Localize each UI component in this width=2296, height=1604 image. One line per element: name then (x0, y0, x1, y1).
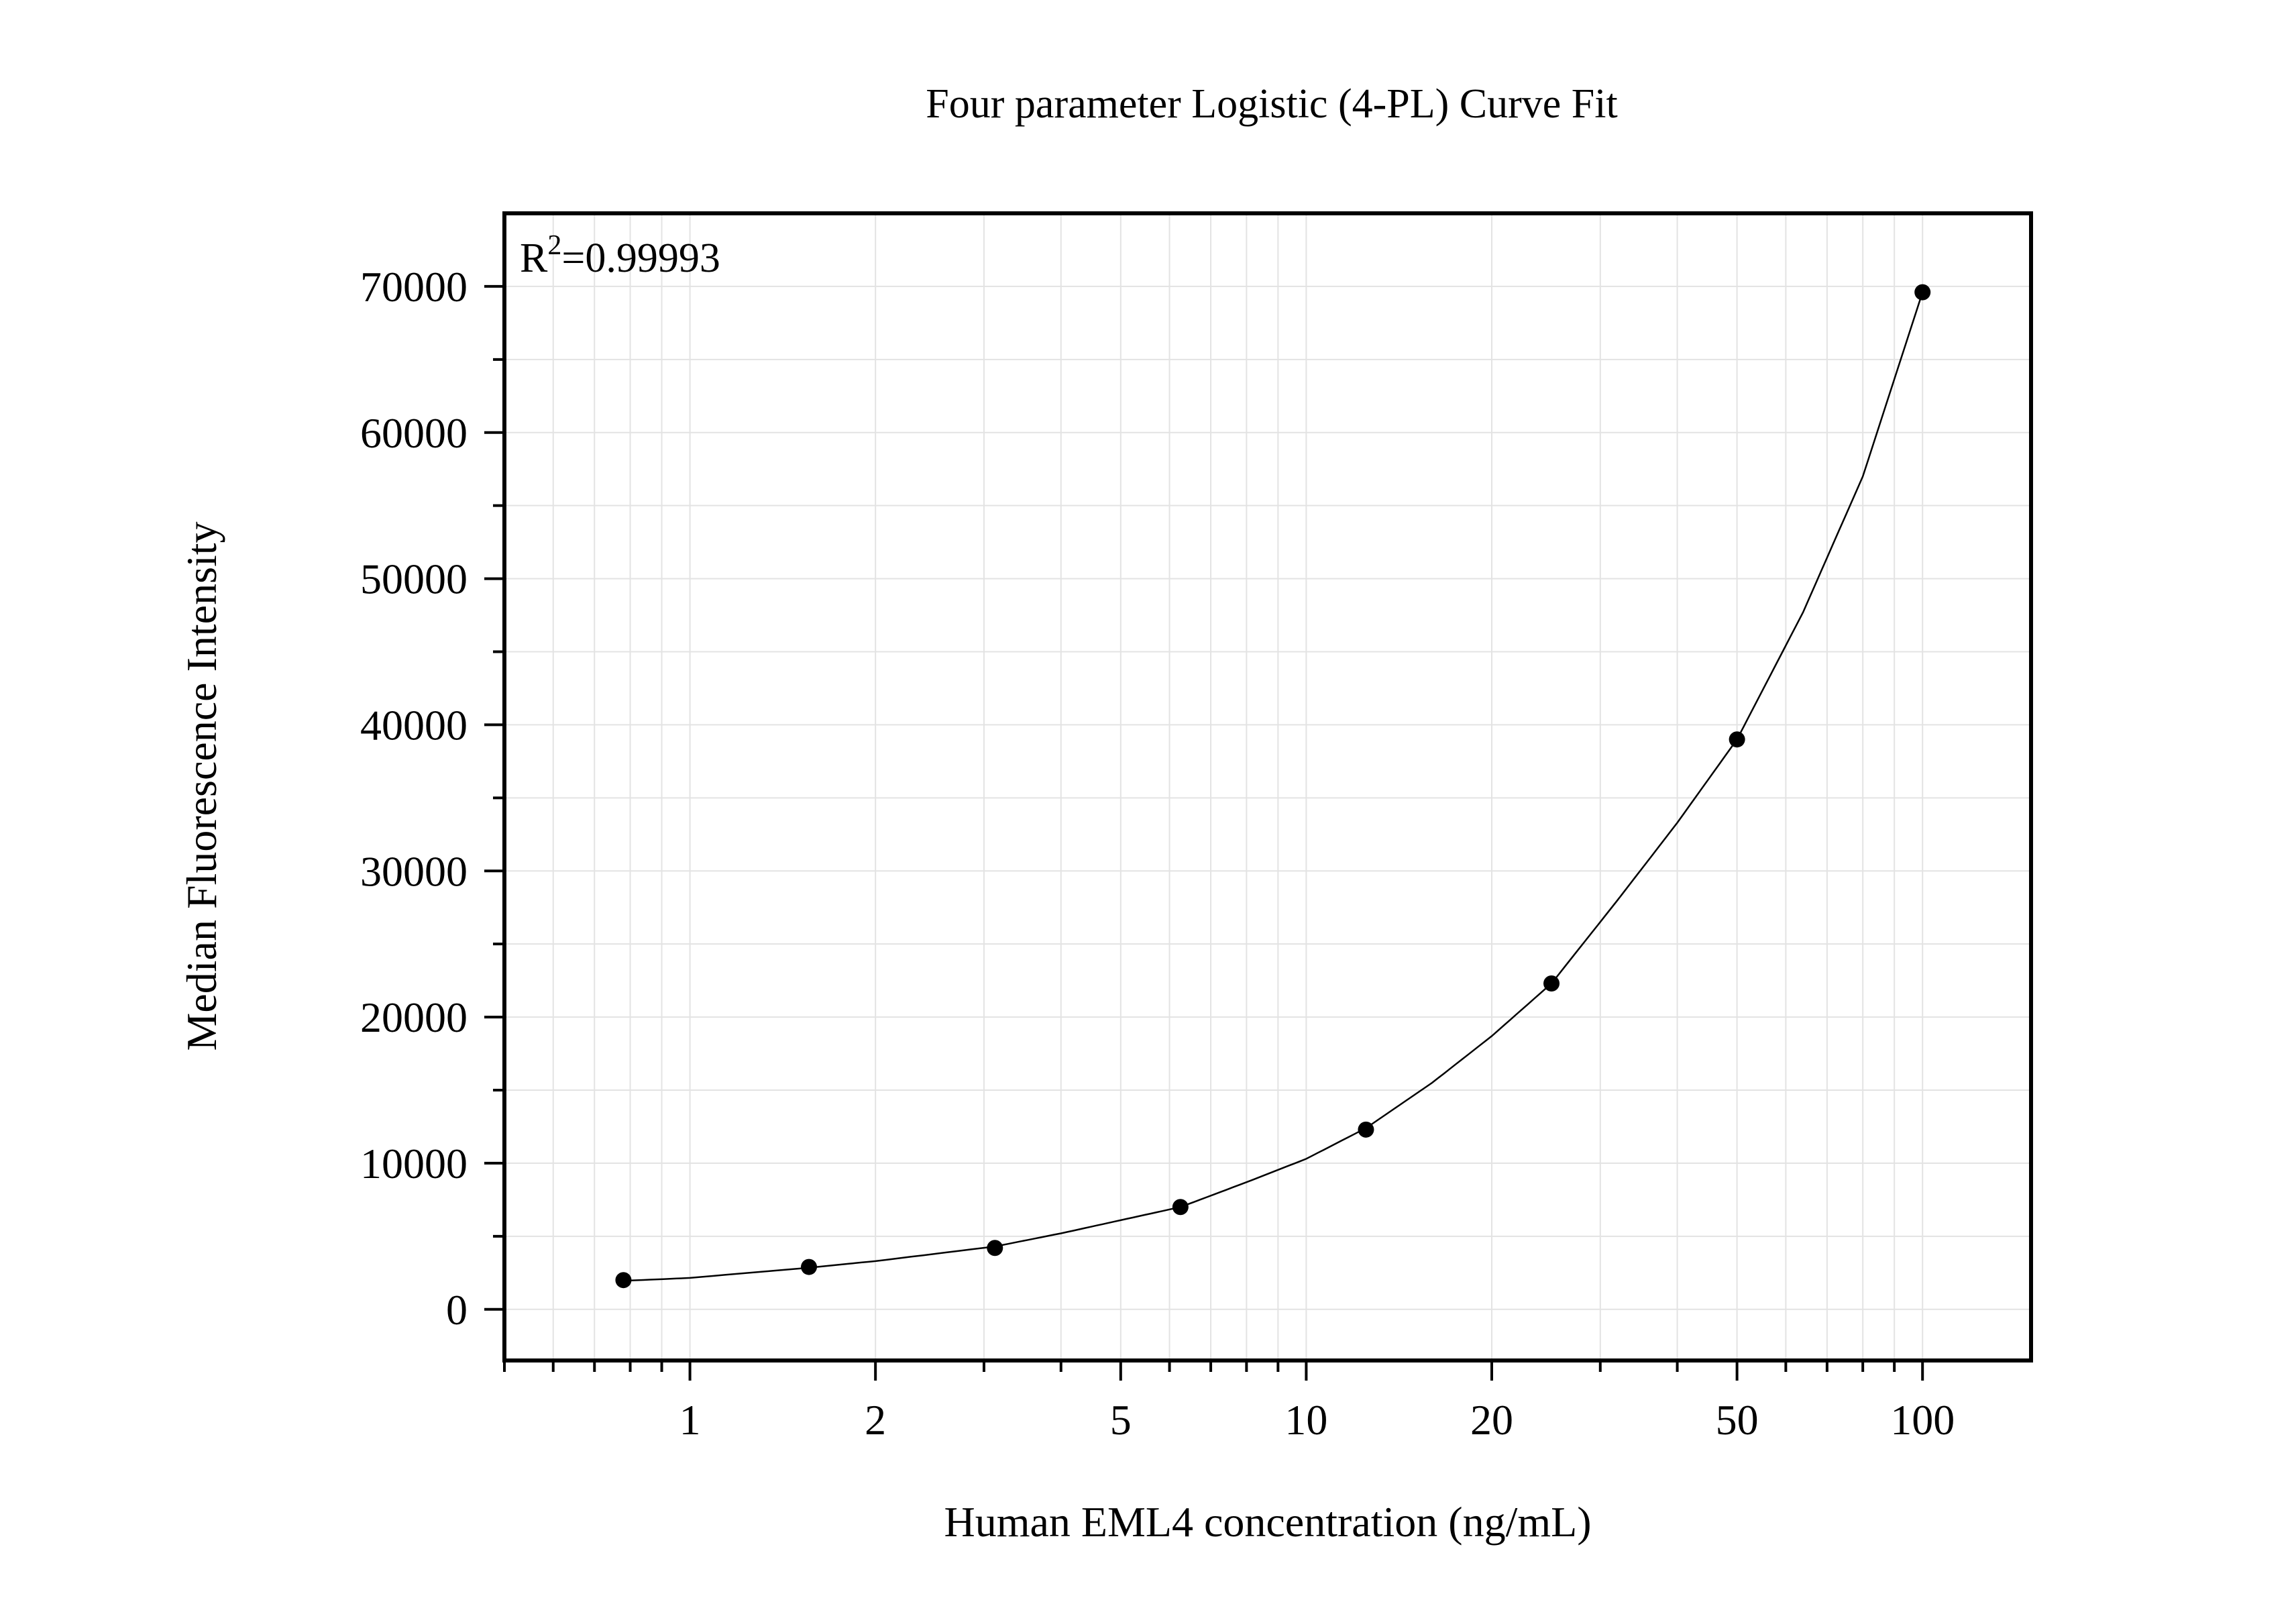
data-points (615, 284, 1931, 1289)
r-squared-superscript: 2 (547, 230, 561, 261)
x-tick-label: 2 (865, 1396, 886, 1444)
y-tick-label: 10000 (360, 1140, 468, 1187)
y-tick-label: 20000 (360, 994, 468, 1041)
x-tick-label: 50 (1716, 1396, 1759, 1444)
fit-curve-layer (623, 292, 1924, 1282)
tick-labels: 1 2 5 10 20 50 100 0 10000 20000 30000 40000 50000 60… (360, 263, 1955, 1444)
data-point (1172, 1199, 1189, 1216)
chart-title: Four parameter Logistic (4-PL) Curve Fit (926, 81, 1617, 127)
grid (504, 213, 2031, 1360)
y-tick-label: 70000 (360, 263, 468, 311)
data-point (1358, 1121, 1374, 1138)
r-squared-value: =0.99993 (561, 235, 720, 281)
x-tick-label: 1 (679, 1396, 701, 1444)
data-point (1729, 731, 1745, 748)
data-point (1543, 975, 1560, 992)
x-tick-label: 100 (1890, 1396, 1955, 1444)
plot-frame (502, 211, 2033, 1362)
r-squared-prefix: R (520, 235, 548, 281)
y-axis-label: Median Fluorescence Intensity (178, 521, 225, 1051)
data-point (987, 1240, 1003, 1257)
data-point (1914, 284, 1931, 301)
data-point (801, 1259, 818, 1275)
y-tick-label: 0 (446, 1286, 468, 1334)
y-tick-label: 50000 (360, 555, 468, 603)
x-tick-label: 10 (1284, 1396, 1327, 1444)
x-tick-label: 20 (1470, 1396, 1513, 1444)
y-tick-label: 60000 (360, 409, 468, 457)
y-tick-label: 40000 (360, 701, 468, 749)
fit-curve (623, 292, 1924, 1282)
r-squared-annotation: R2=0.99993 (520, 230, 720, 281)
y-tick-label: 30000 (360, 847, 468, 895)
x-tick-label: 5 (1110, 1396, 1132, 1444)
data-point (615, 1272, 632, 1289)
x-axis-label: Human EML4 concentration (ng/mL) (944, 1498, 1591, 1546)
axis-ticks (484, 284, 1924, 1381)
